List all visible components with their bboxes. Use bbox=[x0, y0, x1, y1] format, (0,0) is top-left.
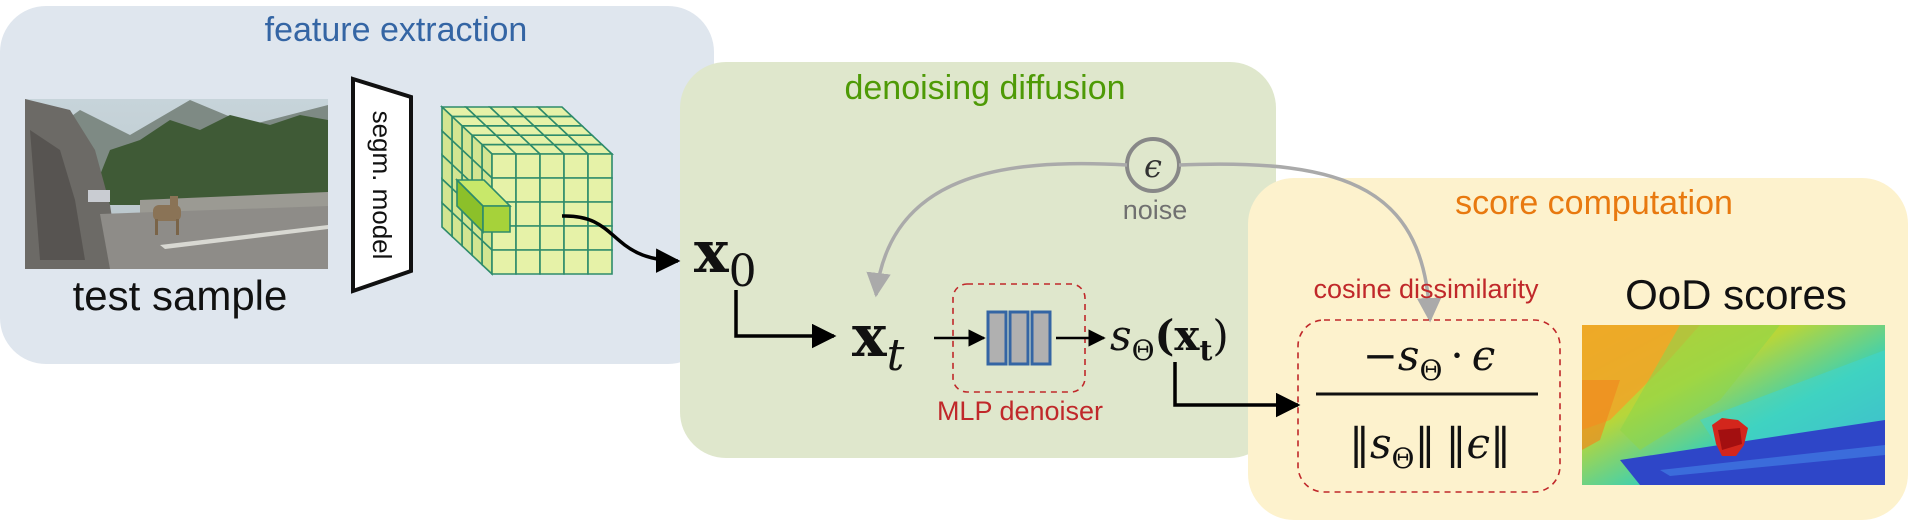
cosine-denominator: ‖sΘ‖ ‖ϵ‖ bbox=[1349, 419, 1511, 475]
den-bar-r2: ‖ bbox=[1490, 419, 1511, 468]
cube-front-cell bbox=[515, 225, 541, 251]
score-theta-sub: Θ bbox=[1132, 334, 1155, 367]
cosine-dashed-box bbox=[1297, 319, 1561, 493]
cube-top-cell bbox=[535, 106, 575, 118]
cube-front-cell bbox=[539, 225, 565, 251]
segm-model-block bbox=[351, 76, 413, 294]
score-function-symbol: sΘ(xt) bbox=[1110, 311, 1229, 367]
xt-subscript: t bbox=[887, 330, 905, 381]
den-eps: ϵ bbox=[1467, 419, 1491, 468]
cube-front-cell bbox=[563, 177, 589, 203]
ood-score-map bbox=[1582, 325, 1885, 485]
score-arg-sub: t bbox=[1199, 334, 1212, 367]
feature-to-x0-arrow bbox=[561, 214, 681, 273]
mlp-layer-3 bbox=[1030, 310, 1052, 366]
test-sample-image bbox=[25, 99, 328, 269]
cosine-dissimilarity-label: cosine dissimilarity bbox=[1313, 274, 1539, 304]
cube-front-cell bbox=[587, 249, 613, 275]
x0-base: x bbox=[694, 218, 729, 286]
mlp-layers bbox=[986, 310, 1052, 366]
score-arg-open: (x bbox=[1155, 311, 1201, 360]
score-s: s bbox=[1110, 311, 1132, 360]
x0-symbol: x0 bbox=[694, 218, 757, 297]
cube-front-cell bbox=[539, 201, 565, 227]
panel-title-feature-extraction: feature extraction bbox=[265, 11, 528, 49]
num-dot: · bbox=[1450, 331, 1463, 380]
den-s: s bbox=[1370, 419, 1392, 468]
panel-title-score-computation: score computation bbox=[1455, 184, 1733, 222]
cube-front-cell bbox=[515, 177, 541, 203]
segm-model-label: segm. model bbox=[367, 111, 397, 260]
noise-to-cosine-arrow bbox=[1178, 162, 1442, 323]
noise-epsilon: ϵ bbox=[1144, 147, 1162, 185]
noise-label: noise bbox=[1123, 195, 1188, 225]
cube-front-cell bbox=[587, 153, 613, 179]
cube-front-cell bbox=[563, 201, 589, 227]
test-sample-label: test sample bbox=[73, 272, 288, 319]
cube-front-cell bbox=[515, 249, 541, 275]
den-theta: Θ bbox=[1392, 442, 1415, 475]
cube-front-cell bbox=[515, 153, 541, 179]
noise-to-xt-arrow bbox=[866, 161, 1128, 298]
panel-title-denoising-diffusion: denoising diffusion bbox=[844, 69, 1125, 107]
den-bar-l1: ‖ bbox=[1349, 419, 1370, 468]
cube-front-cell bbox=[491, 153, 517, 179]
xt-base: x bbox=[852, 302, 887, 370]
cube-front-cell bbox=[539, 177, 565, 203]
cube-side-cell bbox=[441, 201, 453, 239]
cube-front-cell bbox=[491, 249, 517, 275]
cube-front-cell bbox=[515, 201, 541, 227]
x0-subscript: 0 bbox=[729, 246, 757, 297]
x0-to-xt-arrow bbox=[734, 290, 837, 349]
ood-scores-label: OoD scores bbox=[1625, 271, 1847, 318]
den-bar-l2: ‖ bbox=[1446, 419, 1467, 468]
num-eps: ϵ bbox=[1472, 331, 1496, 380]
cube-front-cell bbox=[587, 177, 613, 203]
cube-front-cell bbox=[563, 249, 589, 275]
cube-front-cell bbox=[563, 153, 589, 179]
score-arg-close: ) bbox=[1212, 311, 1228, 360]
den-bar-r1: ‖ bbox=[1415, 419, 1436, 468]
cube-front-cell bbox=[539, 153, 565, 179]
num-theta: Θ bbox=[1419, 354, 1442, 387]
mlp-layer-1 bbox=[986, 310, 1008, 366]
num-s: s bbox=[1398, 331, 1420, 380]
cube-front-cell bbox=[563, 225, 589, 251]
mlp-layer-2 bbox=[1008, 310, 1030, 366]
cube-front-cell bbox=[539, 249, 565, 275]
cube-feature-front bbox=[482, 205, 511, 233]
xt-symbol: xt bbox=[852, 302, 905, 381]
mlp-denoiser-label: MLP denoiser bbox=[937, 396, 1103, 426]
score-to-cosine-arrow bbox=[1173, 362, 1301, 418]
num-minus: − bbox=[1363, 331, 1398, 380]
cosine-numerator: −sΘ · ϵ bbox=[1363, 331, 1496, 387]
feature-cube bbox=[439, 105, 615, 276]
